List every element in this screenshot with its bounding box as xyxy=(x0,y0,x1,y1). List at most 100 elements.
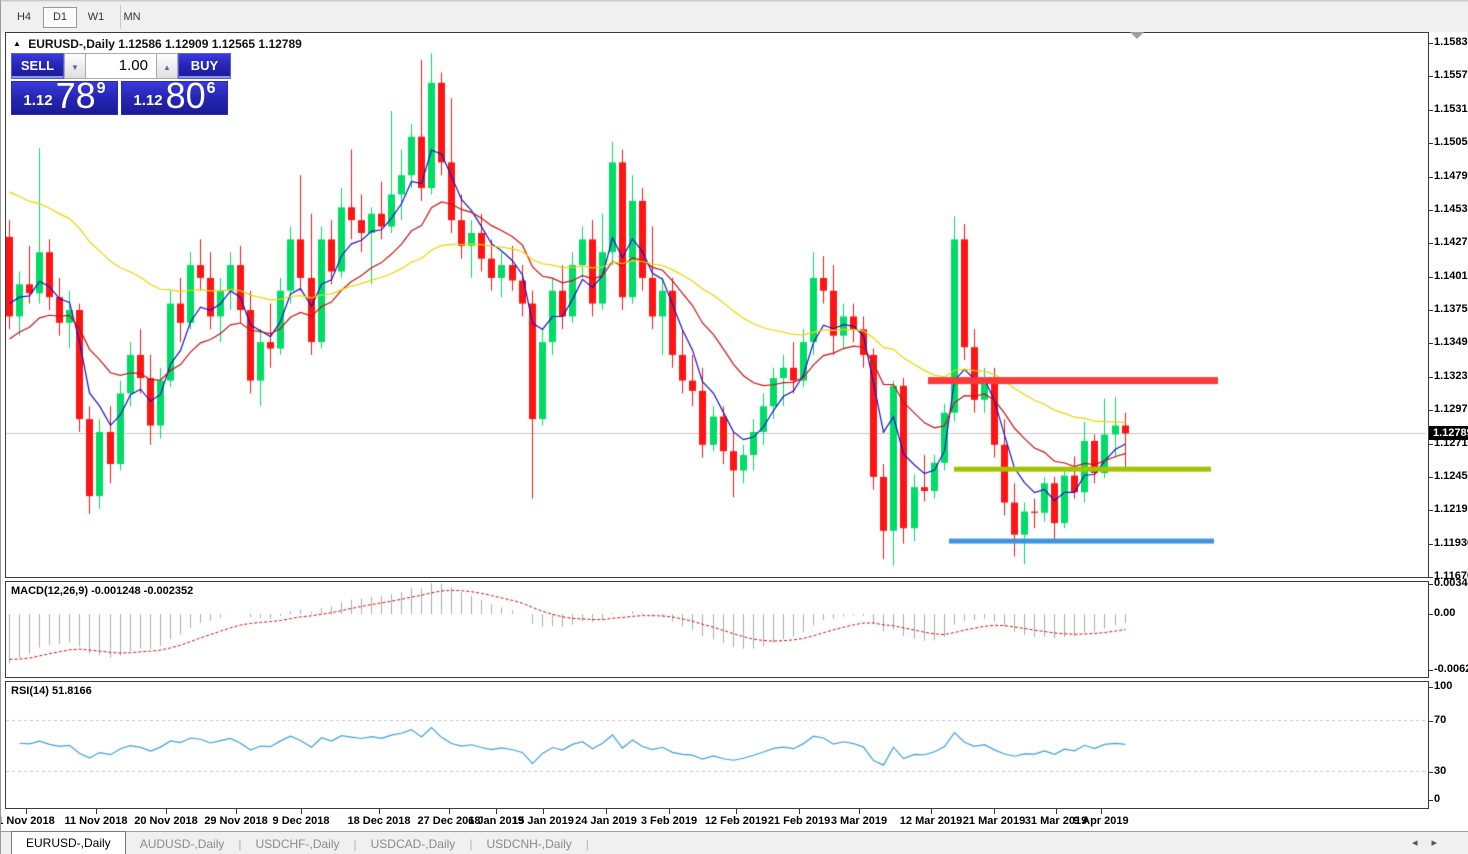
time-axis-tick xyxy=(26,809,27,814)
time-axis-tick xyxy=(931,809,932,814)
time-axis-label: 18 Dec 2018 xyxy=(348,815,411,827)
time-axis-tick xyxy=(496,809,497,814)
macd-axis-label: -0.006271 xyxy=(1434,663,1468,675)
axis-tick xyxy=(1429,76,1433,77)
axis-tick xyxy=(1429,721,1433,722)
time-axis-label: 3 Feb 2019 xyxy=(641,815,697,827)
axis-tick xyxy=(1429,410,1433,411)
rsi-axis-label: 100 xyxy=(1434,680,1452,692)
time-axis-label: 20 Nov 2018 xyxy=(134,815,198,827)
axis-tick xyxy=(1429,577,1433,578)
time-axis-label: 1 Nov 2018 xyxy=(0,815,55,827)
scroll-to-end-marker-icon[interactable] xyxy=(1130,32,1144,39)
rsi-axis-label: 0 xyxy=(1434,793,1440,805)
buy-price-pip: 6 xyxy=(207,80,216,98)
rsi-indicator-panel[interactable]: RSI(14) 51.8166 xyxy=(5,681,1429,809)
time-axis-tick xyxy=(236,809,237,814)
macd-canvas[interactable] xyxy=(6,582,1426,675)
symbol-tab-usdcad[interactable]: USDCAD-,Daily xyxy=(357,834,470,854)
axis-tick xyxy=(1429,143,1433,144)
axis-tick xyxy=(1429,800,1433,801)
macd-indicator-label: MACD(12,26,9) -0.001248 -0.002352 xyxy=(11,585,193,597)
symbol-tab-audusd[interactable]: AUDUSD-,Daily xyxy=(126,834,239,854)
axis-tick xyxy=(1429,477,1433,478)
buy-price-prefix: 1.12 xyxy=(133,92,162,109)
time-axis-label: 9 Apr 2019 xyxy=(1073,815,1128,827)
axis-tick xyxy=(1429,177,1433,178)
time-axis-tick xyxy=(994,809,995,814)
axis-tick xyxy=(1429,110,1433,111)
scroll-right-icon[interactable]: ▸ xyxy=(1431,837,1451,849)
axis-tick xyxy=(1429,377,1433,378)
price-axis[interactable]: 1.158301.155701.153101.150501.147901.145… xyxy=(1429,32,1468,810)
current-price-tag: 1.12789 xyxy=(1429,426,1468,440)
sell-price-button[interactable]: 1.12 78 9 xyxy=(11,81,118,115)
axis-tick xyxy=(1429,772,1433,773)
price-axis-label: 1.12970 xyxy=(1434,403,1468,415)
price-axis-label: 1.15830 xyxy=(1434,36,1468,48)
price-axis-label: 1.15570 xyxy=(1434,69,1468,81)
scroll-left-icon[interactable]: ◂ xyxy=(1412,837,1432,849)
macd-indicator-panel[interactable]: MACD(12,26,9) -0.001248 -0.002352 xyxy=(5,581,1429,678)
chart-ohlc: 1.12586 1.12909 1.12565 1.12789 xyxy=(118,37,302,51)
price-axis-label: 1.15050 xyxy=(1434,136,1468,148)
rsi-indicator-label: RSI(14) 51.8166 xyxy=(11,685,92,697)
tab-scroll-arrows[interactable]: ◂▸ xyxy=(1412,836,1451,849)
time-axis-label: 21 Feb 2019 xyxy=(768,815,830,827)
axis-tick xyxy=(1429,343,1433,344)
macd-axis-label: 0.003412 xyxy=(1434,577,1468,589)
time-axis-tick xyxy=(379,809,380,814)
macd-axis-label: 0.00 xyxy=(1434,607,1455,619)
time-axis-tick xyxy=(96,809,97,814)
rsi-canvas[interactable] xyxy=(6,682,1426,806)
buy-price-button[interactable]: 1.12 80 6 xyxy=(121,81,228,115)
symbol-tab-usdcnh[interactable]: USDCNH-,Daily xyxy=(472,834,585,854)
symbol-tab-eurusd[interactable]: EURUSD-,Daily xyxy=(11,831,126,854)
buy-price-big: 80 xyxy=(166,82,206,111)
time-axis-tick xyxy=(543,809,544,814)
price-axis-label: 1.14530 xyxy=(1434,203,1468,215)
symbol-tab-usdchf[interactable]: USDCHF-,Daily xyxy=(242,834,354,854)
time-axis-tick xyxy=(606,809,607,814)
time-axis-label: 21 Mar 2019 xyxy=(963,815,1025,827)
price-axis-label: 1.12450 xyxy=(1434,470,1468,482)
timeframe-tab-w1[interactable]: W1 xyxy=(79,7,113,28)
time-axis-tick xyxy=(301,809,302,814)
time-axis-tick xyxy=(166,809,167,814)
timeframe-tab-h4[interactable]: H4 xyxy=(7,7,41,28)
time-axis-label: 12 Feb 2019 xyxy=(705,815,767,827)
collapse-triangle-icon[interactable]: ▲ xyxy=(13,39,21,48)
axis-tick xyxy=(1429,43,1433,44)
timeframe-tab-d1[interactable]: D1 xyxy=(43,7,77,28)
price-axis-label: 1.13490 xyxy=(1434,336,1468,348)
rsi-axis-label: 70 xyxy=(1434,714,1446,726)
time-axis-label: 9 Dec 2018 xyxy=(273,815,330,827)
axis-tick xyxy=(1429,584,1433,585)
chart-title: EURUSD-,Daily xyxy=(28,37,115,51)
axis-tick xyxy=(1429,670,1433,671)
price-axis-label: 1.14010 xyxy=(1434,270,1468,282)
chart-header: ▲ EURUSD-,Daily 1.12586 1.12909 1.12565 … xyxy=(13,37,302,51)
chevron-up-icon: ▲ xyxy=(163,63,171,72)
time-axis-tick xyxy=(449,809,450,814)
price-chart-panel[interactable]: ▲ EURUSD-,Daily 1.12586 1.12909 1.12565 … xyxy=(5,32,1429,578)
price-axis-label: 1.14790 xyxy=(1434,170,1468,182)
time-axis-tick xyxy=(1101,809,1102,814)
price-axis-label: 1.13750 xyxy=(1434,303,1468,315)
axis-tick xyxy=(1429,444,1433,445)
price-axis-label: 1.14270 xyxy=(1434,236,1468,248)
time-axis-tick xyxy=(736,809,737,814)
volume-input[interactable]: 1.00 xyxy=(86,53,156,79)
price-axis-label: 1.12190 xyxy=(1434,503,1468,515)
axis-tick xyxy=(1429,310,1433,311)
time-axis-tick xyxy=(1056,809,1057,814)
sell-price-pip: 9 xyxy=(97,80,106,98)
rsi-axis-label: 30 xyxy=(1434,765,1446,777)
axis-tick xyxy=(1429,277,1433,278)
